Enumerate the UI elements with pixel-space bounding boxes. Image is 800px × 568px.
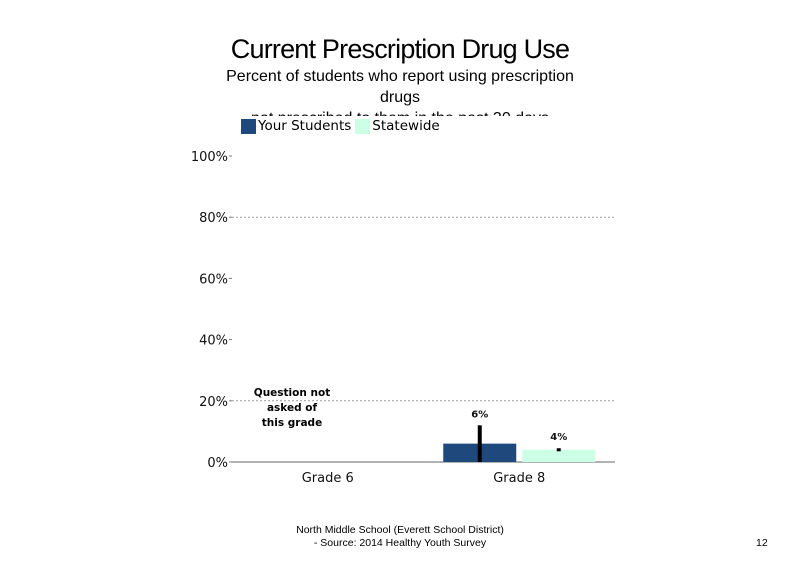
legend-item-statewide: Statewide: [355, 118, 440, 134]
legend-label: Your Students: [258, 118, 352, 134]
legend-swatch: [241, 118, 256, 134]
not-asked-note: Question not asked of this grade: [247, 386, 337, 431]
legend-item-your-students: Your Students: [241, 118, 351, 134]
legend-label: Statewide: [372, 118, 440, 134]
subtitle-line: Percent of students who report using pre…: [226, 68, 574, 85]
chart-title: Current Prescription Drug Use: [230, 34, 570, 64]
subtitle-line: not prescribed to them in the past 30 da…: [200, 108, 600, 116]
bar: [522, 449, 596, 462]
footer-line: - Source: 2014 Healthy Youth Survey: [313, 537, 487, 549]
chart-legend: Your Students Statewide: [241, 117, 444, 135]
footer-line: North Middle School (Everett School Dist…: [296, 524, 504, 536]
y-tick-label: 60%: [199, 272, 228, 287]
note-line: asked of: [266, 402, 318, 414]
page-number: 12: [756, 537, 768, 549]
note-line: Question not: [253, 387, 331, 399]
chart-subtitle: Percent of students who report using pre…: [200, 66, 600, 116]
y-tick-label: 0%: [207, 456, 228, 471]
data-label: 4%: [550, 432, 567, 443]
y-tick-label: 20%: [199, 395, 228, 410]
subtitle-line: drugs: [379, 89, 421, 106]
y-tick-label: 40%: [199, 334, 228, 349]
x-tick-label: Grade 6: [302, 471, 354, 486]
x-tick-label: Grade 8: [493, 471, 545, 486]
y-tick-label: 80%: [199, 211, 228, 226]
footer-source: North Middle School (Everett School Dist…: [250, 524, 550, 550]
data-label: 6%: [471, 409, 488, 420]
legend-swatch: [355, 118, 371, 134]
note-line: this grade: [261, 417, 323, 429]
y-tick-label: 100%: [191, 150, 228, 165]
